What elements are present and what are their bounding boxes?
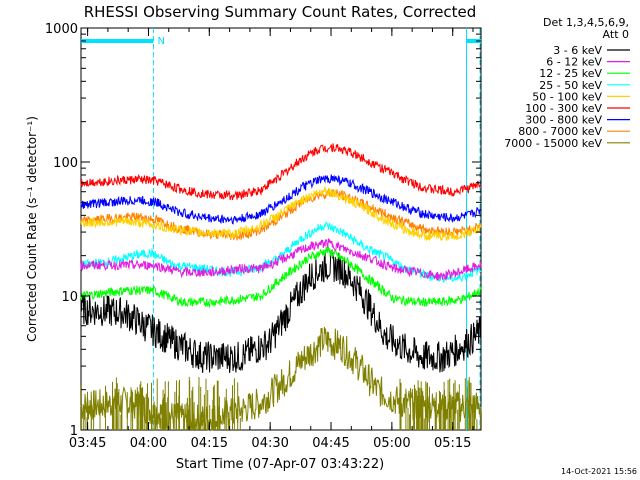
series-line-1 bbox=[80, 238, 482, 281]
x-tick-label-5: 05:00 bbox=[373, 436, 410, 451]
legend-label-1: 6 - 12 keV bbox=[546, 56, 602, 69]
series-line-4 bbox=[80, 186, 482, 242]
y-tick-label-2: 100 bbox=[53, 156, 78, 171]
generated-timestamp: 14-Oct-2021 15:56 bbox=[561, 467, 637, 476]
series-line-0 bbox=[80, 248, 482, 373]
legend-label-2: 12 - 25 keV bbox=[539, 67, 602, 80]
series-line-6 bbox=[80, 174, 482, 225]
series-line-5 bbox=[80, 143, 482, 201]
legend-label-0: 3 - 6 keV bbox=[553, 44, 602, 57]
x-tick-label-0: 03:45 bbox=[69, 436, 106, 451]
x-tick-label-6: 05:15 bbox=[434, 436, 471, 451]
series-layer bbox=[80, 143, 482, 432]
x-tick-label-2: 04:15 bbox=[191, 436, 228, 451]
night-flag-label: N bbox=[157, 36, 164, 47]
legend-label-4: 50 - 100 keV bbox=[532, 90, 602, 103]
legend-label-6: 300 - 800 keV bbox=[525, 114, 602, 127]
x-axis-label: Start Time (07-Apr-07 03:43:22) bbox=[176, 457, 384, 472]
chart-title: RHESSI Observing Summary Count Rates, Co… bbox=[84, 3, 477, 21]
y-tick-label-3: 1000 bbox=[45, 22, 78, 37]
legend-label-7: 800 - 7000 keV bbox=[518, 125, 602, 138]
y-axis-label: Corrected Count Rate (s⁻¹ detector⁻¹) bbox=[25, 116, 39, 342]
plot-frame bbox=[80, 27, 482, 431]
axis-layer: 03:45 04:00 04:15 04:30 04:45 05:00 05:15 1 10 10… bbox=[45, 22, 481, 451]
legend-header-1: Det 1,3,4,5,6,9, bbox=[543, 16, 629, 29]
x-tick-label-3: 04:30 bbox=[251, 436, 288, 451]
x-tick-label-1: 04:00 bbox=[130, 436, 167, 451]
series-line-2 bbox=[80, 245, 482, 309]
legend-label-8: 7000 - 15000 keV bbox=[504, 137, 602, 150]
olive-spikes bbox=[80, 376, 481, 430]
legend-label-3: 25 - 50 keV bbox=[539, 79, 602, 92]
y-tick-label-1: 10 bbox=[61, 290, 78, 305]
x-tick-label-4: 04:45 bbox=[312, 436, 349, 451]
legend-header-2: Att 0 bbox=[603, 28, 629, 41]
legend-label-5: 100 - 300 keV bbox=[525, 102, 602, 115]
series-line-3 bbox=[80, 221, 482, 283]
y-tick-label-0: 1 bbox=[70, 424, 78, 439]
